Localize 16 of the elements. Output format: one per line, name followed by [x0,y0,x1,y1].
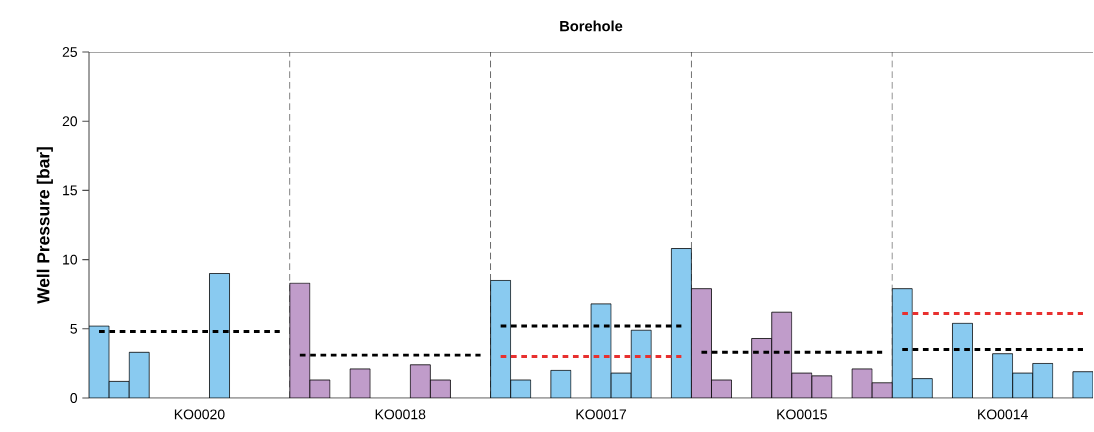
y-tick-label: 15 [63,185,78,196]
x-tick-label: KO0020 [174,409,225,420]
x-tick-label: KO0014 [978,409,1028,420]
x-tick-label: KO0018 [375,409,426,420]
y-axis-title: Well Pressure [bar] [36,147,53,304]
y-tick-label: 5 [70,323,78,334]
bar [349,368,371,398]
y-tick-label: 20 [62,116,78,127]
x-tick-label: KO0017 [576,409,627,420]
y-tick-label: 25 [62,47,78,57]
chart-title: Borehole [560,20,623,32]
y-tick-label: 0 [70,393,78,403]
x-tick-label: KO0015 [777,409,827,420]
y-tick-label: 10 [63,254,78,265]
bar [1072,371,1094,398]
bar [550,369,572,398]
